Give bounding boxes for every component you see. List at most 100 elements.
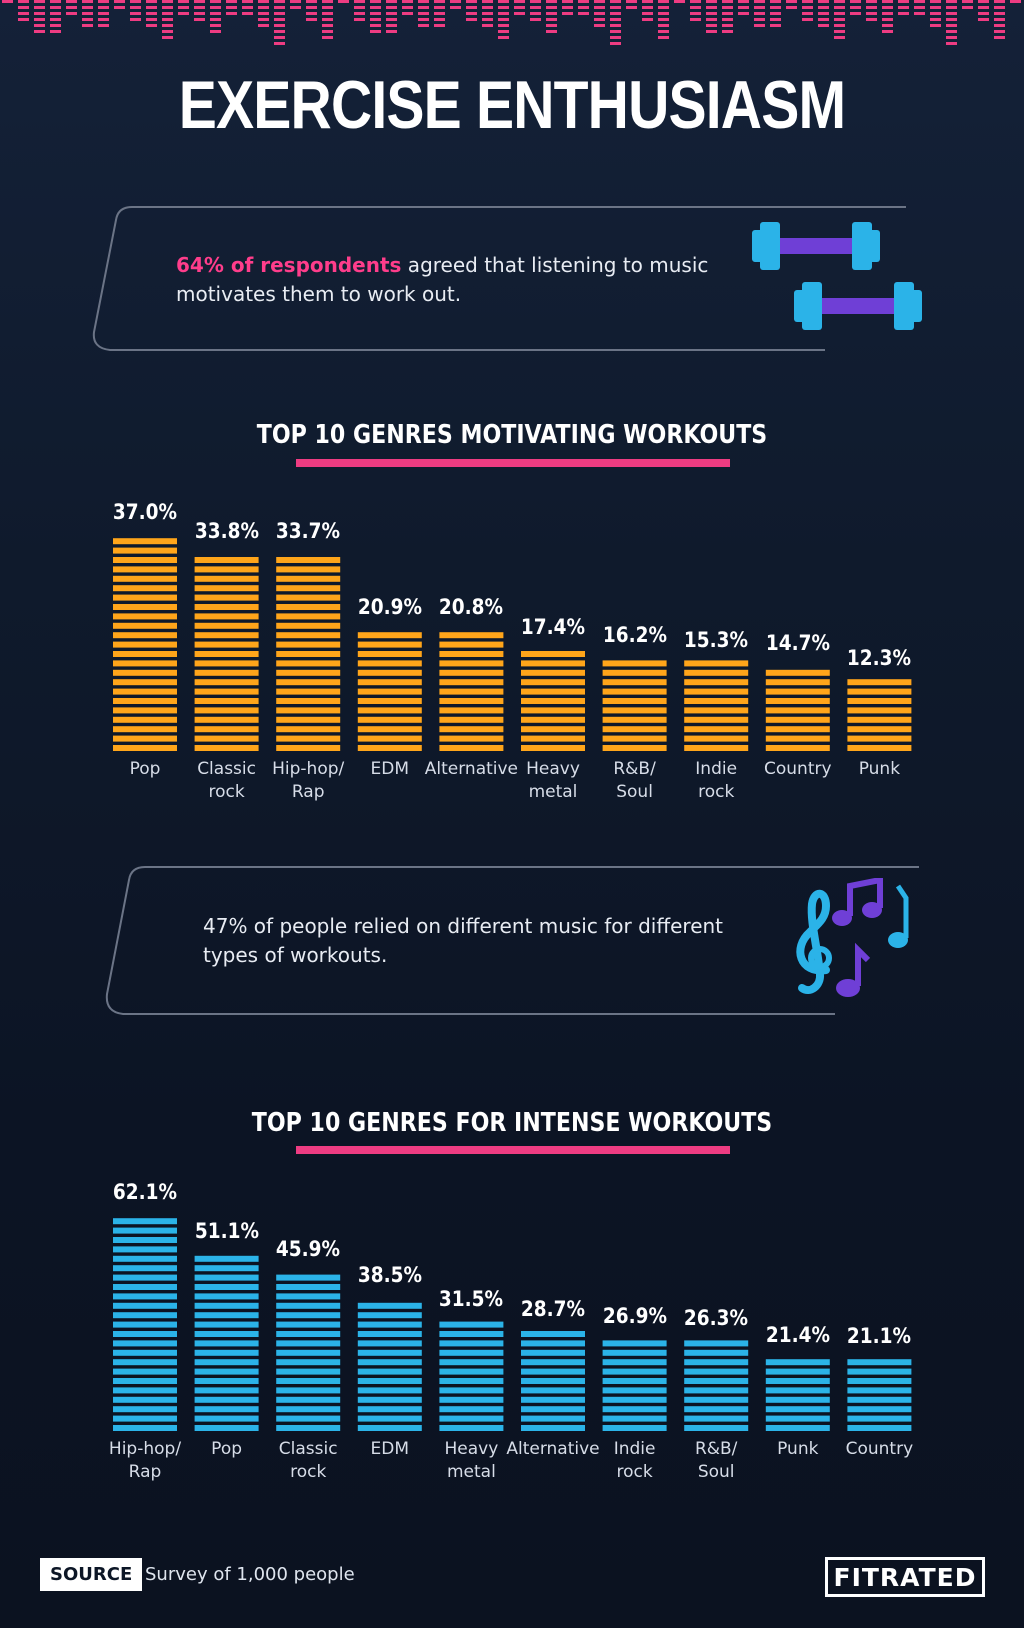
equalizer-segment <box>370 0 381 3</box>
equalizer-segment <box>162 36 173 39</box>
category-label: R&B/ Soul <box>694 1439 738 1482</box>
bar-segment <box>684 679 749 686</box>
bar-segment <box>194 707 259 714</box>
equalizer-segment <box>930 0 941 3</box>
bar-segment <box>684 669 749 676</box>
bar-segment <box>357 1387 422 1394</box>
bar-segment <box>765 726 830 733</box>
equalizer-segment <box>754 0 765 3</box>
bar-9 <box>765 669 830 751</box>
bar-segment <box>765 1378 830 1384</box>
bar-segment <box>194 557 259 563</box>
equalizer-segment <box>130 18 141 21</box>
equalizer-segment <box>50 6 61 9</box>
bar-value-label: 45.9% <box>276 1236 341 1261</box>
bar-segment <box>357 688 422 695</box>
bar-value-label: 12.3% <box>847 645 912 670</box>
equalizer-segment <box>386 6 397 9</box>
bar-segment <box>439 688 504 695</box>
equalizer-segment <box>34 30 45 33</box>
equalizer-segment <box>882 24 893 27</box>
bar-segment <box>602 1425 667 1431</box>
equalizer-segment <box>274 12 285 15</box>
equalizer-segment <box>210 6 221 9</box>
equalizer-segment <box>498 6 509 9</box>
bar-segment <box>765 679 830 686</box>
equalizer-segment <box>994 36 1005 39</box>
equalizer-segment <box>466 6 477 9</box>
bar-segment <box>439 1425 504 1431</box>
bar-segment <box>194 594 259 601</box>
category-label: Indie rock <box>613 1439 656 1482</box>
bar-segment <box>684 1349 749 1356</box>
equalizer-decoration <box>2 0 1021 45</box>
bar-segment <box>439 1415 504 1422</box>
equalizer-segment <box>306 12 317 15</box>
equalizer-segment <box>594 12 605 15</box>
equalizer-segment <box>930 12 941 15</box>
bar-value-label: 20.8% <box>439 595 504 620</box>
bar-segment <box>194 660 259 667</box>
equalizer-segment <box>226 6 237 9</box>
equalizer-segment <box>274 42 285 45</box>
bar-segment <box>357 660 422 667</box>
bar-segment <box>847 688 912 695</box>
bar-segment <box>113 1302 177 1309</box>
equalizer-segment <box>578 6 589 9</box>
bar-segment <box>194 632 259 639</box>
equalizer-segment <box>434 12 445 15</box>
equalizer-segment <box>434 6 445 9</box>
equalizer-segment <box>306 18 317 21</box>
equalizer-segment <box>370 30 381 33</box>
bar-segment <box>684 1415 749 1422</box>
equalizer-segment <box>978 12 989 15</box>
dumbbells-icon <box>752 222 922 330</box>
equalizer-segment <box>162 18 173 21</box>
bar-segment <box>357 698 422 704</box>
bar-segment <box>276 575 341 582</box>
bar-segment <box>194 1265 259 1272</box>
equalizer-segment <box>834 30 845 33</box>
bar-segment <box>276 1284 341 1290</box>
bar-value-label: 33.8% <box>194 518 259 543</box>
equalizer-segment <box>274 30 285 33</box>
equalizer-segment <box>706 12 717 15</box>
equalizer-segment <box>962 0 973 3</box>
bar-segment <box>194 622 259 629</box>
bar-value-label: 21.1% <box>847 1323 912 1348</box>
bar-segment <box>847 1406 912 1413</box>
bar-segment <box>194 1378 259 1384</box>
equalizer-segment <box>834 0 845 3</box>
bar-segment <box>276 594 341 601</box>
bar-segment <box>113 1340 177 1347</box>
equalizer-segment <box>82 12 93 15</box>
bar-segment <box>113 1368 177 1375</box>
bar-segment <box>602 660 667 667</box>
equalizer-segment <box>562 12 573 15</box>
equalizer-segment <box>466 18 477 21</box>
equalizer-segment <box>562 0 573 3</box>
bar-value-label: 21.4% <box>765 1322 830 1347</box>
fitrated-logo: FITRATED <box>825 1557 985 1597</box>
equalizer-segment <box>786 0 797 3</box>
equalizer-segment <box>866 18 877 21</box>
equalizer-segment <box>402 6 413 9</box>
bar-segment <box>521 1425 585 1431</box>
bar-segment <box>765 1359 830 1366</box>
bar-segment <box>276 1425 341 1431</box>
equalizer-segment <box>258 0 269 3</box>
equalizer-segment <box>450 6 461 9</box>
bar-segment <box>765 698 830 704</box>
bar-segment <box>276 632 341 639</box>
bar-9 <box>765 1359 830 1431</box>
bar-segment <box>439 660 504 667</box>
equalizer-segment <box>34 0 45 3</box>
equalizer-segment <box>146 18 157 21</box>
bar-10 <box>847 1359 912 1431</box>
equalizer-segment <box>530 6 541 9</box>
equalizer-segment <box>658 36 669 39</box>
bar-segment <box>113 679 177 686</box>
equalizer-segment <box>642 18 653 21</box>
bar-segment <box>521 716 585 723</box>
equalizer-segment <box>722 24 733 27</box>
